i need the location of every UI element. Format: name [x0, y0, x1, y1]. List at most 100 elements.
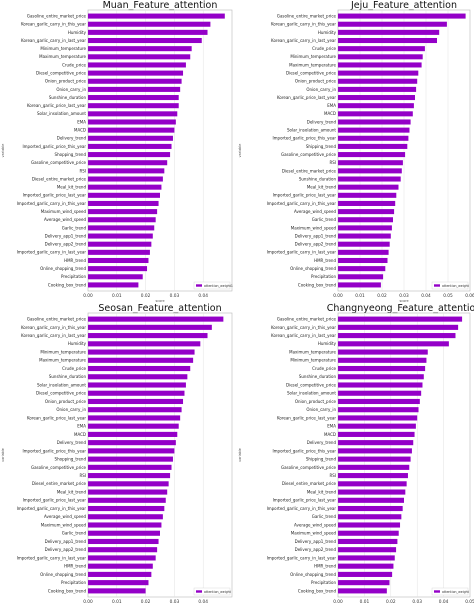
bar — [88, 341, 201, 347]
chart-panel: Seosan_Feature_attention 0.00 0.01 0.02 0.03… — [1, 303, 233, 609]
category-label: Delivery_app2_trend — [295, 242, 337, 247]
bar — [88, 464, 172, 470]
bar — [88, 29, 208, 35]
bar — [338, 168, 402, 174]
category-label: MACD — [324, 432, 336, 437]
bar — [88, 119, 176, 125]
category-label: Precipitation — [311, 580, 336, 585]
bar — [88, 192, 160, 198]
bar — [88, 184, 162, 190]
bar — [88, 274, 143, 280]
bar — [88, 209, 158, 215]
category-label: Onion_carry_in — [56, 87, 86, 92]
category-label: Korean_garlic_carry_in_last_year — [21, 333, 86, 338]
legend-swatch — [434, 284, 440, 287]
category-label: Gasoline_competitive_price — [31, 465, 87, 470]
category-label: Delivery_app1_trend — [45, 539, 87, 544]
bar — [88, 249, 150, 255]
x-tick-label: 0.03 — [412, 599, 422, 605]
bar — [88, 580, 149, 586]
bar — [338, 127, 410, 133]
bar — [88, 78, 182, 84]
bar — [338, 464, 410, 470]
chart-panel: Jeju_Feature_attention 0.00 0.01 0.02 0.03 0.… — [238, 0, 474, 303]
bar — [88, 103, 179, 109]
category-label: Solar_insolation_amount — [37, 111, 86, 116]
category-label: RSI — [330, 473, 337, 478]
bar — [338, 514, 402, 520]
category-label: Shopping_trend — [55, 152, 87, 157]
bar — [338, 481, 407, 487]
category-label: Humidity — [318, 341, 337, 346]
category-label: Maximum_wind_speed — [291, 225, 337, 230]
category-label: Cooking_box_trend — [48, 588, 87, 593]
bar — [338, 505, 403, 512]
bar — [338, 555, 395, 561]
category-label: Korean_garlic_carry_in_last_year — [21, 38, 86, 43]
bar — [88, 448, 175, 454]
category-label: Gasoline_entire_market_price — [27, 13, 87, 18]
legend-box — [431, 587, 469, 596]
bar — [338, 46, 425, 52]
category-label: Precipitation — [61, 274, 86, 279]
bar — [88, 152, 171, 158]
category-label: HMR_trend — [64, 564, 86, 569]
bar — [338, 407, 419, 413]
category-label: Meal_kit_trend — [57, 185, 87, 190]
category-label: Imported_garlic_carry_in_this_year — [17, 506, 87, 511]
x-tick-label: 0.04 — [198, 293, 208, 299]
category-label: Onion_carry_in — [306, 87, 336, 92]
bar — [338, 86, 417, 92]
bar — [88, 547, 158, 553]
plot-frame — [337, 312, 471, 598]
category-label: Diesel_entire_market_price — [32, 176, 87, 181]
category-label: Average_wind_speed — [294, 209, 336, 214]
category-label: Crude_price — [62, 366, 86, 371]
bar — [88, 266, 148, 272]
category-label: Solar_insolation_amount — [287, 128, 336, 133]
category-label: EMA — [327, 103, 336, 108]
bar — [338, 160, 403, 166]
category-label: Imported_garlic_price_last_year — [23, 498, 87, 503]
bar — [338, 143, 408, 149]
chart-title: Seosan_Feature_attention — [98, 303, 221, 314]
category-label: MACD — [74, 432, 86, 437]
bar — [88, 423, 179, 429]
category-label: Imported_garlic_carry_in_this_year — [267, 506, 337, 511]
bar — [338, 382, 423, 388]
category-label: Korean_garlic_carry_in_last_year — [271, 38, 336, 43]
category-label: Gasoline_competitive_price — [31, 160, 87, 165]
bar — [88, 481, 169, 487]
bar — [88, 95, 179, 101]
category-label: Shipping_trend — [306, 144, 337, 149]
category-label: Precipitation — [311, 274, 336, 279]
legend-label: attention_weight — [204, 590, 232, 594]
bar — [338, 448, 412, 454]
bar — [338, 580, 390, 586]
bar — [88, 324, 212, 330]
category-label: Gasoline_entire_market_price — [27, 317, 87, 322]
category-label: Online_shopping_trend — [40, 572, 86, 577]
bar — [88, 563, 153, 569]
x-tick-label: 0.05 — [443, 293, 453, 299]
x-tick-label: 0.05 — [465, 599, 474, 605]
x-tick-label: 0.02 — [141, 599, 151, 605]
bar — [338, 62, 422, 68]
bar — [338, 357, 427, 363]
bar — [88, 46, 192, 52]
category-label: Korean_garlic_carry_in_this_year — [271, 22, 336, 27]
category-label: Imported_garlic_price_this_year — [22, 448, 86, 453]
category-label: Minimum_temperature — [290, 54, 336, 59]
category-label: Average_wind_speed — [294, 522, 336, 527]
bar — [88, 13, 225, 19]
bar — [338, 70, 419, 76]
chart-panel: Muan_Feature_attention 0.00 0.01 0.02 0.03 0.… — [1, 0, 233, 303]
bar — [338, 374, 424, 380]
bar — [338, 282, 381, 288]
bar — [338, 241, 390, 247]
category-label: Shipping_trend — [306, 457, 337, 462]
category-label: Maximum_temperature — [39, 358, 86, 363]
category-label: Online_shopping_trend — [40, 266, 86, 271]
bar — [338, 192, 397, 198]
category-label: Diesel_entire_market_price — [282, 168, 337, 173]
